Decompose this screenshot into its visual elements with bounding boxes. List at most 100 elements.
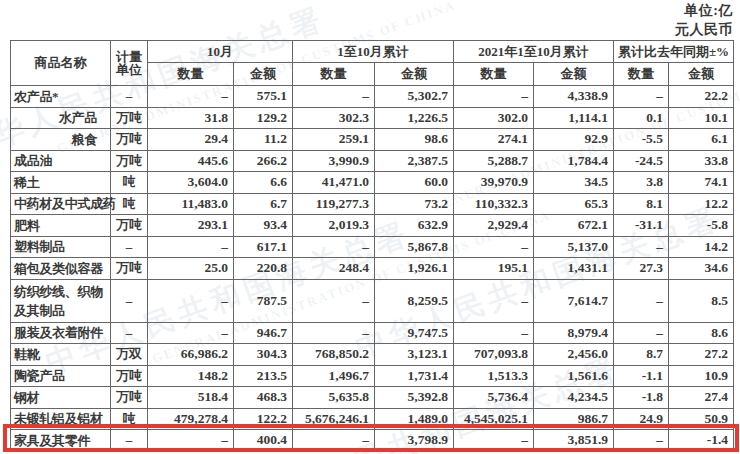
unit-cell: – — [111, 322, 148, 344]
table-row: 成品油万吨445.6266.23,990.92,387.55,288.71,78… — [11, 150, 734, 172]
value-cell: 1,114.1 — [534, 107, 614, 129]
value-cell: – — [293, 86, 375, 108]
header-sub-amount: 金额 — [375, 63, 454, 86]
value-cell: 5,867.8 — [375, 236, 454, 258]
value-cell: 119,277.3 — [293, 193, 375, 215]
value-cell: 768,850.2 — [293, 344, 375, 366]
value-cell: 92.9 — [534, 129, 614, 151]
value-cell: 129.2 — [234, 107, 293, 129]
value-cell: 445.6 — [148, 150, 234, 172]
value-cell: 1,226.5 — [375, 107, 454, 129]
value-cell: 2,929.4 — [454, 215, 534, 237]
unit-cell: 万吨 — [111, 258, 148, 280]
value-cell: 5,392.8 — [375, 387, 454, 409]
value-cell: 1,431.1 — [534, 258, 614, 280]
value-cell: 8.1 — [614, 193, 669, 215]
header-group-2021-jan-to-oct: 2021年1至10月累计 — [454, 41, 614, 63]
unit-cell: 万吨 — [111, 365, 148, 387]
value-cell: – — [148, 236, 234, 258]
table-row: 农产品*––575.1–5,302.7–4,338.9–22.2 — [11, 86, 734, 108]
commodity-name-cell: 箱包及类似容器 — [11, 258, 111, 280]
value-cell: 27.3 — [614, 258, 669, 280]
commodity-name-cell: 陶瓷产品 — [11, 365, 111, 387]
value-cell: 29.4 — [148, 129, 234, 151]
value-cell: – — [454, 430, 534, 452]
value-cell: 400.4 — [234, 430, 293, 452]
value-cell: – — [293, 279, 375, 322]
value-cell: 946.7 — [234, 322, 293, 344]
header-group-jan-to-oct: 1至10月累计 — [293, 41, 454, 63]
value-cell: 34.5 — [534, 172, 614, 194]
unit-note-line1: 单位:亿 — [675, 1, 733, 20]
unit-cell: 吨 — [111, 408, 148, 430]
value-cell: 3,851.9 — [534, 430, 614, 452]
value-cell: 25.0 — [148, 258, 234, 280]
value-cell: 248.4 — [293, 258, 375, 280]
value-cell: 518.4 — [148, 387, 234, 409]
unit-cell: – — [111, 236, 148, 258]
unit-cell: 万吨 — [111, 129, 148, 151]
value-cell: 27.2 — [669, 344, 734, 366]
table-row: 塑料制品––617.1–5,867.8–5,137.0–14.2 — [11, 236, 734, 258]
value-cell: 304.3 — [234, 344, 293, 366]
value-cell: – — [148, 279, 234, 322]
value-cell: -5.5 — [614, 129, 669, 151]
unit-cell: 万吨 — [111, 150, 148, 172]
value-cell: -1.8 — [614, 387, 669, 409]
table-row: 鞋靴万双66,986.2304.3768,850.23,123.1707,093… — [11, 344, 734, 366]
commodity-name-cell: 粮食 — [11, 129, 111, 151]
unit-cell: – — [111, 86, 148, 108]
header-sub-amount: 金额 — [534, 63, 614, 86]
header-sub-quantity: 数量 — [454, 63, 534, 86]
commodity-stats-table: 商品名称 计量单位 10月 1至10月累计 2021年1至10月累计 累计比去年… — [10, 40, 734, 452]
commodity-name-cell: 家具及其零件 — [11, 430, 111, 452]
value-cell: 220.8 — [234, 258, 293, 280]
value-cell: 14.2 — [669, 236, 734, 258]
value-cell: – — [148, 430, 234, 452]
value-cell: 302.0 — [454, 107, 534, 129]
value-cell: 34.6 — [669, 258, 734, 280]
unit-cell: 万吨 — [111, 107, 148, 129]
value-cell: 3,604.0 — [148, 172, 234, 194]
value-cell: 3,123.1 — [375, 344, 454, 366]
value-cell: 5,288.7 — [454, 150, 534, 172]
commodity-name-cell: 肥料 — [11, 215, 111, 237]
value-cell: 5,635.8 — [293, 387, 375, 409]
unit-cell: 吨 — [111, 193, 148, 215]
commodity-name-cell: 钢材 — [11, 387, 111, 409]
table-row: 陶瓷产品万吨148.2213.51,496.71,731.41,513.31,5… — [11, 365, 734, 387]
value-cell: -5.8 — [669, 215, 734, 237]
value-cell: 1,513.3 — [454, 365, 534, 387]
value-cell: 2,019.3 — [293, 215, 375, 237]
value-cell: -31.1 — [614, 215, 669, 237]
value-cell: 8.5 — [669, 279, 734, 322]
table-row: 纺织纱线、织物及其制品––787.5–8,259.5–7,614.7–8.5 — [11, 279, 734, 322]
value-cell: 22.2 — [669, 86, 734, 108]
customs-report-page: 中华人民共和国海关总署 GENERAL ADMINISTRATION OF CU… — [0, 0, 740, 454]
table-row: 未锻轧铝及铝材吨479,278.4122.25,676,246.11,489.0… — [11, 408, 734, 430]
value-cell: – — [614, 279, 669, 322]
value-cell: – — [293, 322, 375, 344]
table-row: 粮食万吨29.411.2259.198.6274.192.9-5.56.1 — [11, 129, 734, 151]
value-cell: 3.8 — [614, 172, 669, 194]
value-cell: 266.2 — [234, 150, 293, 172]
commodity-name-cell: 服装及衣着附件 — [11, 322, 111, 344]
value-cell: 259.1 — [293, 129, 375, 151]
value-cell: 8,259.5 — [375, 279, 454, 322]
commodity-name-cell: 塑料制品 — [11, 236, 111, 258]
value-cell: 787.5 — [234, 279, 293, 322]
value-cell: 60.0 — [375, 172, 454, 194]
table-row: 服装及衣着附件––946.7–9,747.5–8,979.4–8.6 — [11, 322, 734, 344]
value-cell: 31.8 — [148, 107, 234, 129]
value-cell: 41,471.0 — [293, 172, 375, 194]
value-cell: 110,332.3 — [454, 193, 534, 215]
commodity-name-cell: 未锻轧铝及铝材 — [11, 408, 111, 430]
value-cell: – — [454, 279, 534, 322]
value-cell: 2,387.5 — [375, 150, 454, 172]
table-row: 家具及其零件––400.4–3,798.9–3,851.9–-1.4 — [11, 430, 734, 452]
value-cell: 122.2 — [234, 408, 293, 430]
value-cell: 6.6 — [234, 172, 293, 194]
value-cell: 1,496.7 — [293, 365, 375, 387]
value-cell: 11,483.0 — [148, 193, 234, 215]
table-row: 稀土吨3,604.06.641,471.060.039,970.934.53.8… — [11, 172, 734, 194]
